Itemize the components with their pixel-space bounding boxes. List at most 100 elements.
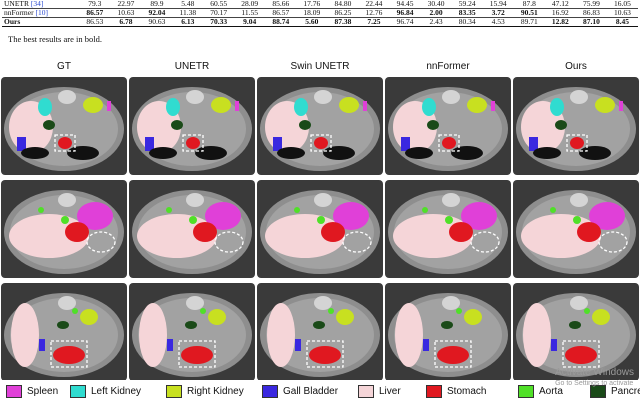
highlight-box: [182, 134, 204, 152]
column-header: GT: [57, 61, 71, 72]
right-kidney-region: [592, 309, 610, 325]
right-kidney-region: [80, 309, 98, 325]
ct-slice-panel: [257, 283, 383, 380]
right-kidney-region: [208, 309, 226, 325]
legend-label: Aorta: [539, 386, 563, 397]
highlight-box: [50, 340, 88, 368]
table-cell: 60.55: [203, 0, 235, 9]
right-kidney-region: [83, 97, 103, 113]
spine: [442, 193, 460, 207]
table-cell: 2.43: [420, 17, 452, 27]
spleen-region: [619, 101, 623, 111]
ct-slice-panel: [385, 77, 511, 175]
table-cell: 12.76: [358, 8, 390, 18]
liver-region: [11, 303, 39, 367]
table-cell: 6.78: [110, 17, 142, 27]
table-cell: 11.55: [234, 8, 266, 18]
stomach-region: [65, 222, 89, 242]
highlight-ellipse: [86, 231, 116, 253]
highlight-ellipse: [342, 231, 372, 253]
ct-slice-panel: [513, 180, 639, 278]
aorta-region: [328, 308, 334, 314]
aorta-region: [189, 216, 197, 224]
vessel-region: [38, 207, 44, 213]
table-row: Ours 86.53 6.78 90.63 6.13 70.33 9.04 88.74 5.60…: [2, 17, 638, 27]
citation-link[interactable]: [34]: [30, 0, 44, 8]
bowel-air: [451, 146, 483, 160]
table-cell: 10.63: [110, 8, 142, 18]
table-cell: 22.44: [358, 0, 390, 9]
spine: [58, 193, 76, 207]
legend-label: Left Kidney: [91, 386, 142, 397]
ct-slice-panel: [129, 283, 255, 380]
left-kidney-region: [166, 98, 180, 116]
column-header: UNETR: [174, 61, 210, 72]
right-kidney-region: [336, 309, 354, 325]
gall-bladder-region: [401, 137, 410, 151]
table-cell: 86.83: [575, 8, 607, 18]
highlight-box: [562, 340, 600, 368]
bowel-air: [277, 147, 305, 159]
legend-swatch: [70, 385, 86, 398]
spine: [314, 90, 332, 104]
left-kidney-region: [550, 98, 564, 116]
legend-label: Right Kidney: [187, 386, 244, 397]
right-kidney-region: [211, 97, 231, 113]
right-kidney-region: [595, 97, 615, 113]
gall-bladder-region: [551, 339, 557, 351]
liver-region: [139, 303, 167, 367]
left-kidney-region: [294, 98, 308, 116]
highlight-ellipse: [470, 231, 500, 253]
table-cell: 5.48: [172, 0, 204, 9]
aorta-region: [200, 308, 206, 314]
citation-link[interactable]: [10]: [35, 8, 48, 17]
pancreas-region: [441, 321, 453, 329]
stomach-region: [193, 222, 217, 242]
spleen-region: [107, 101, 111, 111]
legend-swatch: [518, 385, 534, 398]
gall-bladder-region: [17, 137, 26, 151]
stomach-region: [58, 137, 72, 149]
spleen-region: [333, 202, 369, 230]
table-cell: 87.8: [513, 0, 545, 9]
gall-bladder-region: [167, 339, 173, 351]
table-cell: 86.53: [79, 17, 111, 27]
table-cell: 5.60: [296, 17, 328, 27]
watermark-subtitle: Go to Settings to activate: [555, 380, 634, 387]
ct-slice-panel: [257, 77, 383, 175]
table-cell: 87.38: [327, 17, 359, 27]
legend-item: Aorta: [518, 385, 563, 398]
table-cell: 92.04: [141, 8, 173, 18]
legend-swatch: [6, 385, 22, 398]
legend-label: Pancreas: [611, 386, 640, 397]
table-cell: 12.82: [544, 17, 576, 27]
ct-slice-panel: [129, 180, 255, 278]
bowel-air: [195, 146, 227, 160]
gall-bladder-region: [145, 137, 154, 151]
spleen-region: [77, 202, 113, 230]
spine: [186, 296, 204, 310]
stomach-region: [442, 137, 456, 149]
table-cell: 59.24: [451, 0, 483, 9]
highlight-box: [54, 134, 76, 152]
stomach-region: [577, 222, 601, 242]
table-cell: 47.12: [544, 0, 576, 9]
stomach-region: [565, 346, 597, 364]
table-cell: 86.25: [327, 8, 359, 18]
spine: [570, 90, 588, 104]
table-cell: 15.94: [482, 0, 514, 9]
legend-swatch: [166, 385, 182, 398]
legend-item: Left Kidney: [70, 385, 141, 398]
table-note: The best results are in bold.: [8, 34, 102, 44]
table-cell: 83.35: [451, 8, 483, 18]
table-cell: 3.72: [482, 8, 514, 18]
highlight-ellipse: [598, 231, 628, 253]
legend-label: Gall Bladder: [283, 386, 339, 397]
table-cell: 2.00: [420, 8, 452, 18]
right-kidney-region: [467, 97, 487, 113]
method-name: UNETR [34]: [2, 0, 80, 9]
liver-region: [267, 303, 295, 367]
pancreas-region: [569, 321, 581, 329]
spleen-region: [235, 101, 239, 111]
column-header: Swin UNETR: [290, 61, 350, 72]
